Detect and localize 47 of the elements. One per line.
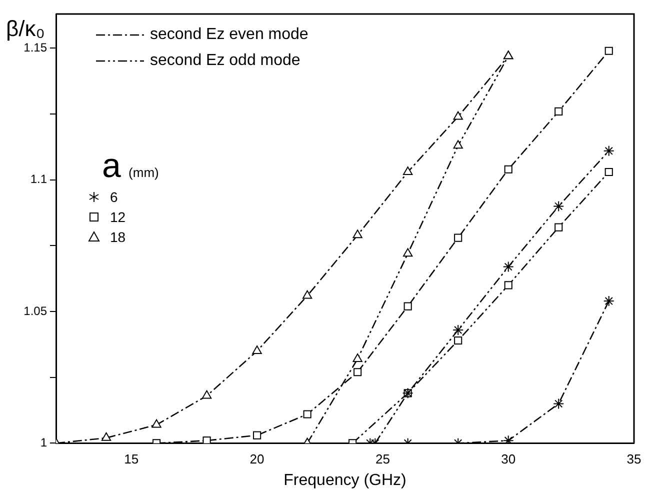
legend-title: a (mm): [102, 147, 159, 186]
x-tick-label: 25: [375, 452, 390, 467]
point: [404, 302, 412, 310]
point: [453, 111, 463, 120]
point: [202, 390, 212, 399]
point: [252, 346, 262, 354]
point: [603, 296, 614, 307]
point: [604, 46, 613, 55]
point: [303, 410, 312, 418]
point: [402, 166, 413, 175]
point: [101, 432, 112, 441]
x-tick-label: 15: [124, 452, 139, 467]
point: [302, 290, 312, 299]
y-tick-label: 1: [40, 436, 48, 450]
point: [502, 261, 514, 272]
y-tick-label: 1.1: [30, 172, 48, 186]
y-tick-label: 1.15: [24, 40, 48, 55]
point: [504, 281, 512, 290]
y-tick-label: 1.05: [24, 304, 48, 318]
point: [553, 398, 564, 410]
point: [453, 140, 463, 149]
y-axis-title: β/κ₀: [6, 16, 45, 42]
point: [553, 200, 564, 212]
point: [402, 248, 413, 257]
point: [352, 353, 362, 362]
point: [352, 230, 362, 238]
point: [452, 324, 464, 336]
x-tick-label: 20: [250, 452, 264, 467]
point: [354, 368, 362, 376]
point: [454, 234, 462, 242]
x-tick-label: 35: [626, 452, 642, 467]
annotation: second Ez even mode: [150, 26, 308, 44]
point: [253, 431, 262, 440]
legend-label: 6: [110, 189, 118, 206]
point: [202, 436, 211, 444]
point: [454, 336, 462, 345]
point: [554, 223, 563, 232]
point: [604, 168, 613, 176]
point: [554, 107, 563, 116]
point: [152, 419, 162, 428]
point: [603, 145, 614, 156]
legend-label: 18: [110, 229, 126, 246]
x-tick-label: 30: [501, 452, 516, 467]
point: [504, 165, 512, 174]
legend-label: 12: [110, 209, 126, 226]
annotation: second Ez odd mode: [150, 52, 300, 70]
x-axis-title: Frequency (GHz): [284, 472, 406, 489]
